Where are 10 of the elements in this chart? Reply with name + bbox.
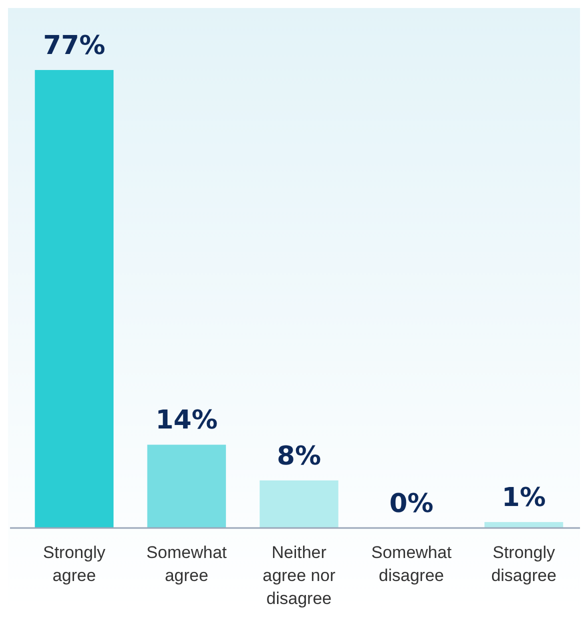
- data-label: 77%: [43, 31, 106, 61]
- x-tick-label: Strongly agree: [43, 543, 106, 585]
- data-label: 8%: [276, 441, 322, 472]
- x-tick-label: Strongly disagree: [491, 543, 556, 585]
- x-tick-label: Somewhat disagree: [371, 543, 452, 585]
- data-label: 14%: [155, 406, 218, 436]
- x-tick-label: Somewhat agree: [146, 543, 228, 585]
- x-tick-label: Neither agree nor disagree: [262, 543, 336, 608]
- data-label: 1%: [502, 483, 546, 514]
- data-label: 0%: [389, 489, 434, 519]
